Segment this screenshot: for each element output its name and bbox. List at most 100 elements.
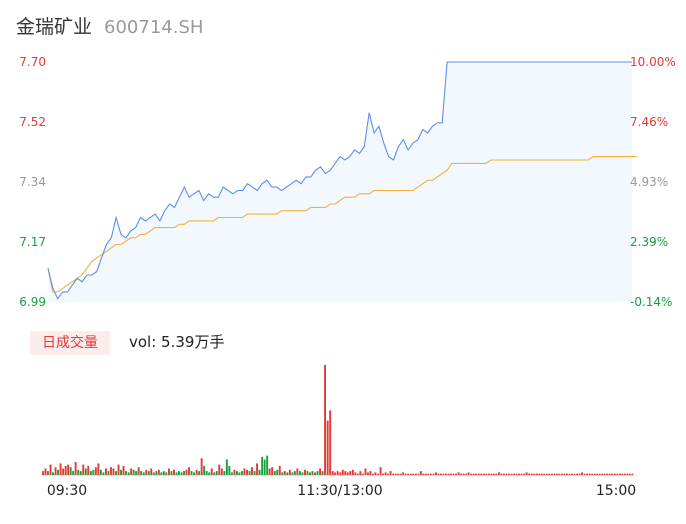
volume-bar bbox=[608, 473, 611, 475]
volume-bar bbox=[99, 469, 102, 475]
volume-bar bbox=[321, 471, 324, 475]
volume-bar bbox=[576, 473, 578, 475]
y-tick-left: 7.70 bbox=[19, 55, 46, 69]
volume-bar bbox=[621, 473, 624, 475]
volume-bar bbox=[528, 473, 531, 475]
volume-bar bbox=[530, 473, 533, 475]
volume-bar bbox=[354, 472, 357, 475]
volume-bar bbox=[377, 473, 379, 475]
volume-bar bbox=[74, 462, 77, 475]
volume-bar bbox=[288, 469, 291, 475]
volume-bar bbox=[470, 473, 473, 475]
volume-bar bbox=[243, 468, 246, 475]
volume-bar bbox=[510, 473, 513, 475]
volume-bar bbox=[429, 473, 432, 475]
volume-bar bbox=[591, 473, 594, 475]
volume-bar bbox=[326, 420, 329, 475]
volume-bar bbox=[356, 473, 359, 475]
volume-bar bbox=[596, 473, 599, 475]
y-tick-right: 7.46% bbox=[630, 115, 668, 129]
volume-bar bbox=[583, 473, 586, 475]
volume-bar bbox=[485, 473, 488, 475]
volume-bar bbox=[598, 473, 601, 475]
volume-bar bbox=[540, 473, 543, 475]
volume-bar bbox=[47, 471, 49, 475]
volume-bar bbox=[334, 472, 337, 475]
volume-bar bbox=[137, 467, 140, 475]
volume-bar bbox=[210, 468, 213, 475]
volume-bar bbox=[92, 469, 95, 475]
volume-bar bbox=[369, 471, 372, 475]
volume-bar bbox=[183, 471, 185, 475]
volume-bar bbox=[445, 473, 447, 475]
volume-tab[interactable]: 日成交量 bbox=[30, 331, 110, 355]
y-tick-left: 6.99 bbox=[19, 295, 46, 309]
volume-bar bbox=[72, 471, 75, 475]
volume-bar bbox=[57, 469, 59, 475]
volume-bar bbox=[490, 473, 493, 475]
volume-bar bbox=[314, 472, 316, 475]
volume-bar bbox=[550, 473, 553, 475]
volume-bar bbox=[555, 473, 558, 475]
volume-bar bbox=[213, 472, 216, 475]
volume-bar bbox=[392, 473, 395, 475]
volume-bar bbox=[170, 471, 173, 475]
volume-bar bbox=[447, 473, 450, 475]
volume-bar bbox=[535, 473, 538, 475]
volume-bar bbox=[450, 473, 452, 475]
volume-bar bbox=[301, 472, 304, 475]
volume-bar bbox=[344, 471, 347, 475]
volume-bar bbox=[127, 472, 130, 475]
volume-bar bbox=[150, 468, 153, 475]
volume-bar bbox=[316, 471, 319, 475]
volume-bar bbox=[236, 471, 238, 475]
volume-bar bbox=[586, 473, 588, 475]
volume-bar bbox=[525, 472, 528, 475]
volume-bar bbox=[359, 471, 362, 475]
volume-bar bbox=[500, 473, 503, 475]
volume-bar bbox=[548, 473, 551, 475]
volume-bar bbox=[414, 473, 417, 475]
volume-bar bbox=[324, 365, 326, 475]
volume-bar bbox=[117, 464, 120, 475]
volume-bar bbox=[122, 465, 125, 475]
volume-bar bbox=[59, 463, 62, 475]
volume-bar bbox=[228, 465, 231, 475]
volume-bar bbox=[195, 469, 198, 475]
volume-bar bbox=[379, 467, 382, 475]
volume-bar bbox=[120, 469, 122, 475]
volume-bar bbox=[238, 472, 241, 475]
volume-bar bbox=[505, 473, 508, 475]
volume-bar bbox=[319, 468, 321, 475]
volume-bar bbox=[69, 467, 72, 475]
volume-bar bbox=[566, 473, 568, 475]
y-tick-right: -0.14% bbox=[630, 295, 672, 309]
volume-bar bbox=[419, 471, 422, 475]
volume-bar bbox=[263, 459, 266, 475]
volume-bar bbox=[77, 469, 80, 475]
volume-bar bbox=[208, 472, 211, 475]
volume-bar bbox=[115, 471, 117, 475]
volume-bar bbox=[424, 473, 427, 475]
volume-bar bbox=[409, 473, 412, 475]
volume-bar bbox=[404, 473, 407, 475]
price-area bbox=[48, 62, 632, 302]
volume-bar bbox=[374, 472, 377, 475]
volume-bar bbox=[291, 472, 294, 475]
volume-bar bbox=[457, 472, 460, 475]
volume-bar bbox=[465, 473, 468, 475]
volume-bar bbox=[215, 471, 218, 475]
volume-bar bbox=[593, 473, 596, 475]
volume-bar bbox=[367, 472, 369, 475]
volume-bar bbox=[472, 473, 475, 475]
avg-price-line bbox=[47, 156, 637, 293]
volume-bar bbox=[266, 455, 269, 475]
volume-bar bbox=[200, 458, 203, 475]
volume-bar bbox=[54, 467, 57, 475]
volume-bar bbox=[581, 472, 583, 475]
volume-bar bbox=[513, 473, 515, 475]
volume-bar bbox=[477, 473, 480, 475]
volume-bar bbox=[588, 473, 591, 475]
volume-bar bbox=[545, 473, 548, 475]
volume-bar bbox=[475, 473, 478, 475]
